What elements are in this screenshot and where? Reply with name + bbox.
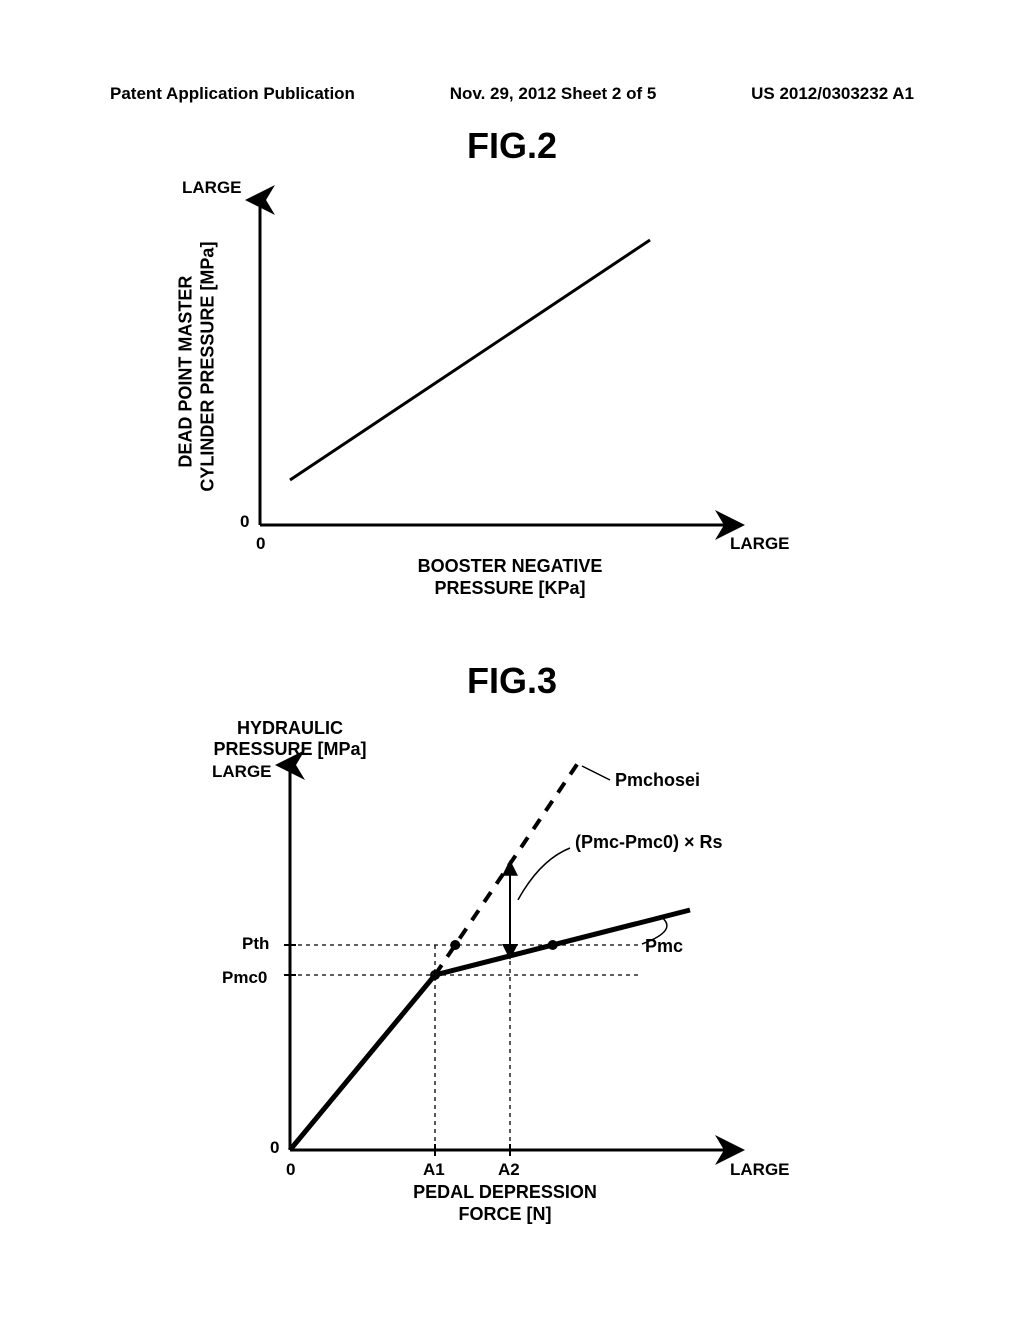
fig2-y-top-label: LARGE [182,178,242,198]
fig3-lbl-a1: A1 [423,1160,445,1180]
fig3-svg [200,720,820,1190]
fig2-y-origin-label: 0 [240,512,249,532]
fig3-point-pth-a2 [548,940,558,950]
fig3-x-axis-label: PEDAL DEPRESSION FORCE [N] [355,1182,655,1225]
fig3-lbl-pmchosei: Pmchosei [615,770,700,791]
fig3-leader-delta [518,848,570,900]
fig2-data-line [290,240,650,480]
fig3-point-pmc0 [430,970,440,980]
fig2-y-axis-label: DEAD POINT MASTER CYLINDER PRESSURE [MPa… [175,252,218,492]
header-left: Patent Application Publication [110,84,355,104]
fig3-leader-pmchosei [582,766,610,780]
fig2-x-origin-label: 0 [256,534,265,554]
fig3-x-end-label: LARGE [730,1160,790,1180]
fig2-svg [200,180,820,560]
fig2-title: FIG.2 [0,125,1024,167]
fig3-chart: HYDRAULIC PRESSURE [MPa] LARGE [200,720,820,1250]
fig3-y-origin-label: 0 [270,1138,279,1158]
header-center: Nov. 29, 2012 Sheet 2 of 5 [450,84,657,104]
fig3-title: FIG.3 [0,660,1024,702]
fig3-lbl-pth: Pth [242,934,269,954]
fig3-y-top-label: LARGE [212,762,272,782]
fig3-x-origin-label: 0 [286,1160,295,1180]
fig3-lbl-a2: A2 [498,1160,520,1180]
header-right: US 2012/0303232 A1 [751,84,914,104]
fig2-chart: LARGE DEAD POINT MASTER CYLINDER PRESSUR… [200,180,820,620]
fig3-pmc-line [290,910,690,1150]
fig3-lbl-delta: (Pmc-Pmc0) × Rs [575,832,723,853]
fig3-lbl-pmc0: Pmc0 [222,968,267,988]
fig2-x-end-label: LARGE [730,534,790,554]
fig3-y-axis-label: HYDRAULIC PRESSURE [MPa] [190,718,390,759]
page-header: Patent Application Publication Nov. 29, … [0,84,1024,104]
fig3-point-pth-a1 [450,940,460,950]
fig3-lbl-pmc: Pmc [645,936,683,957]
fig2-x-axis-label: BOOSTER NEGATIVE PRESSURE [KPa] [360,556,660,599]
